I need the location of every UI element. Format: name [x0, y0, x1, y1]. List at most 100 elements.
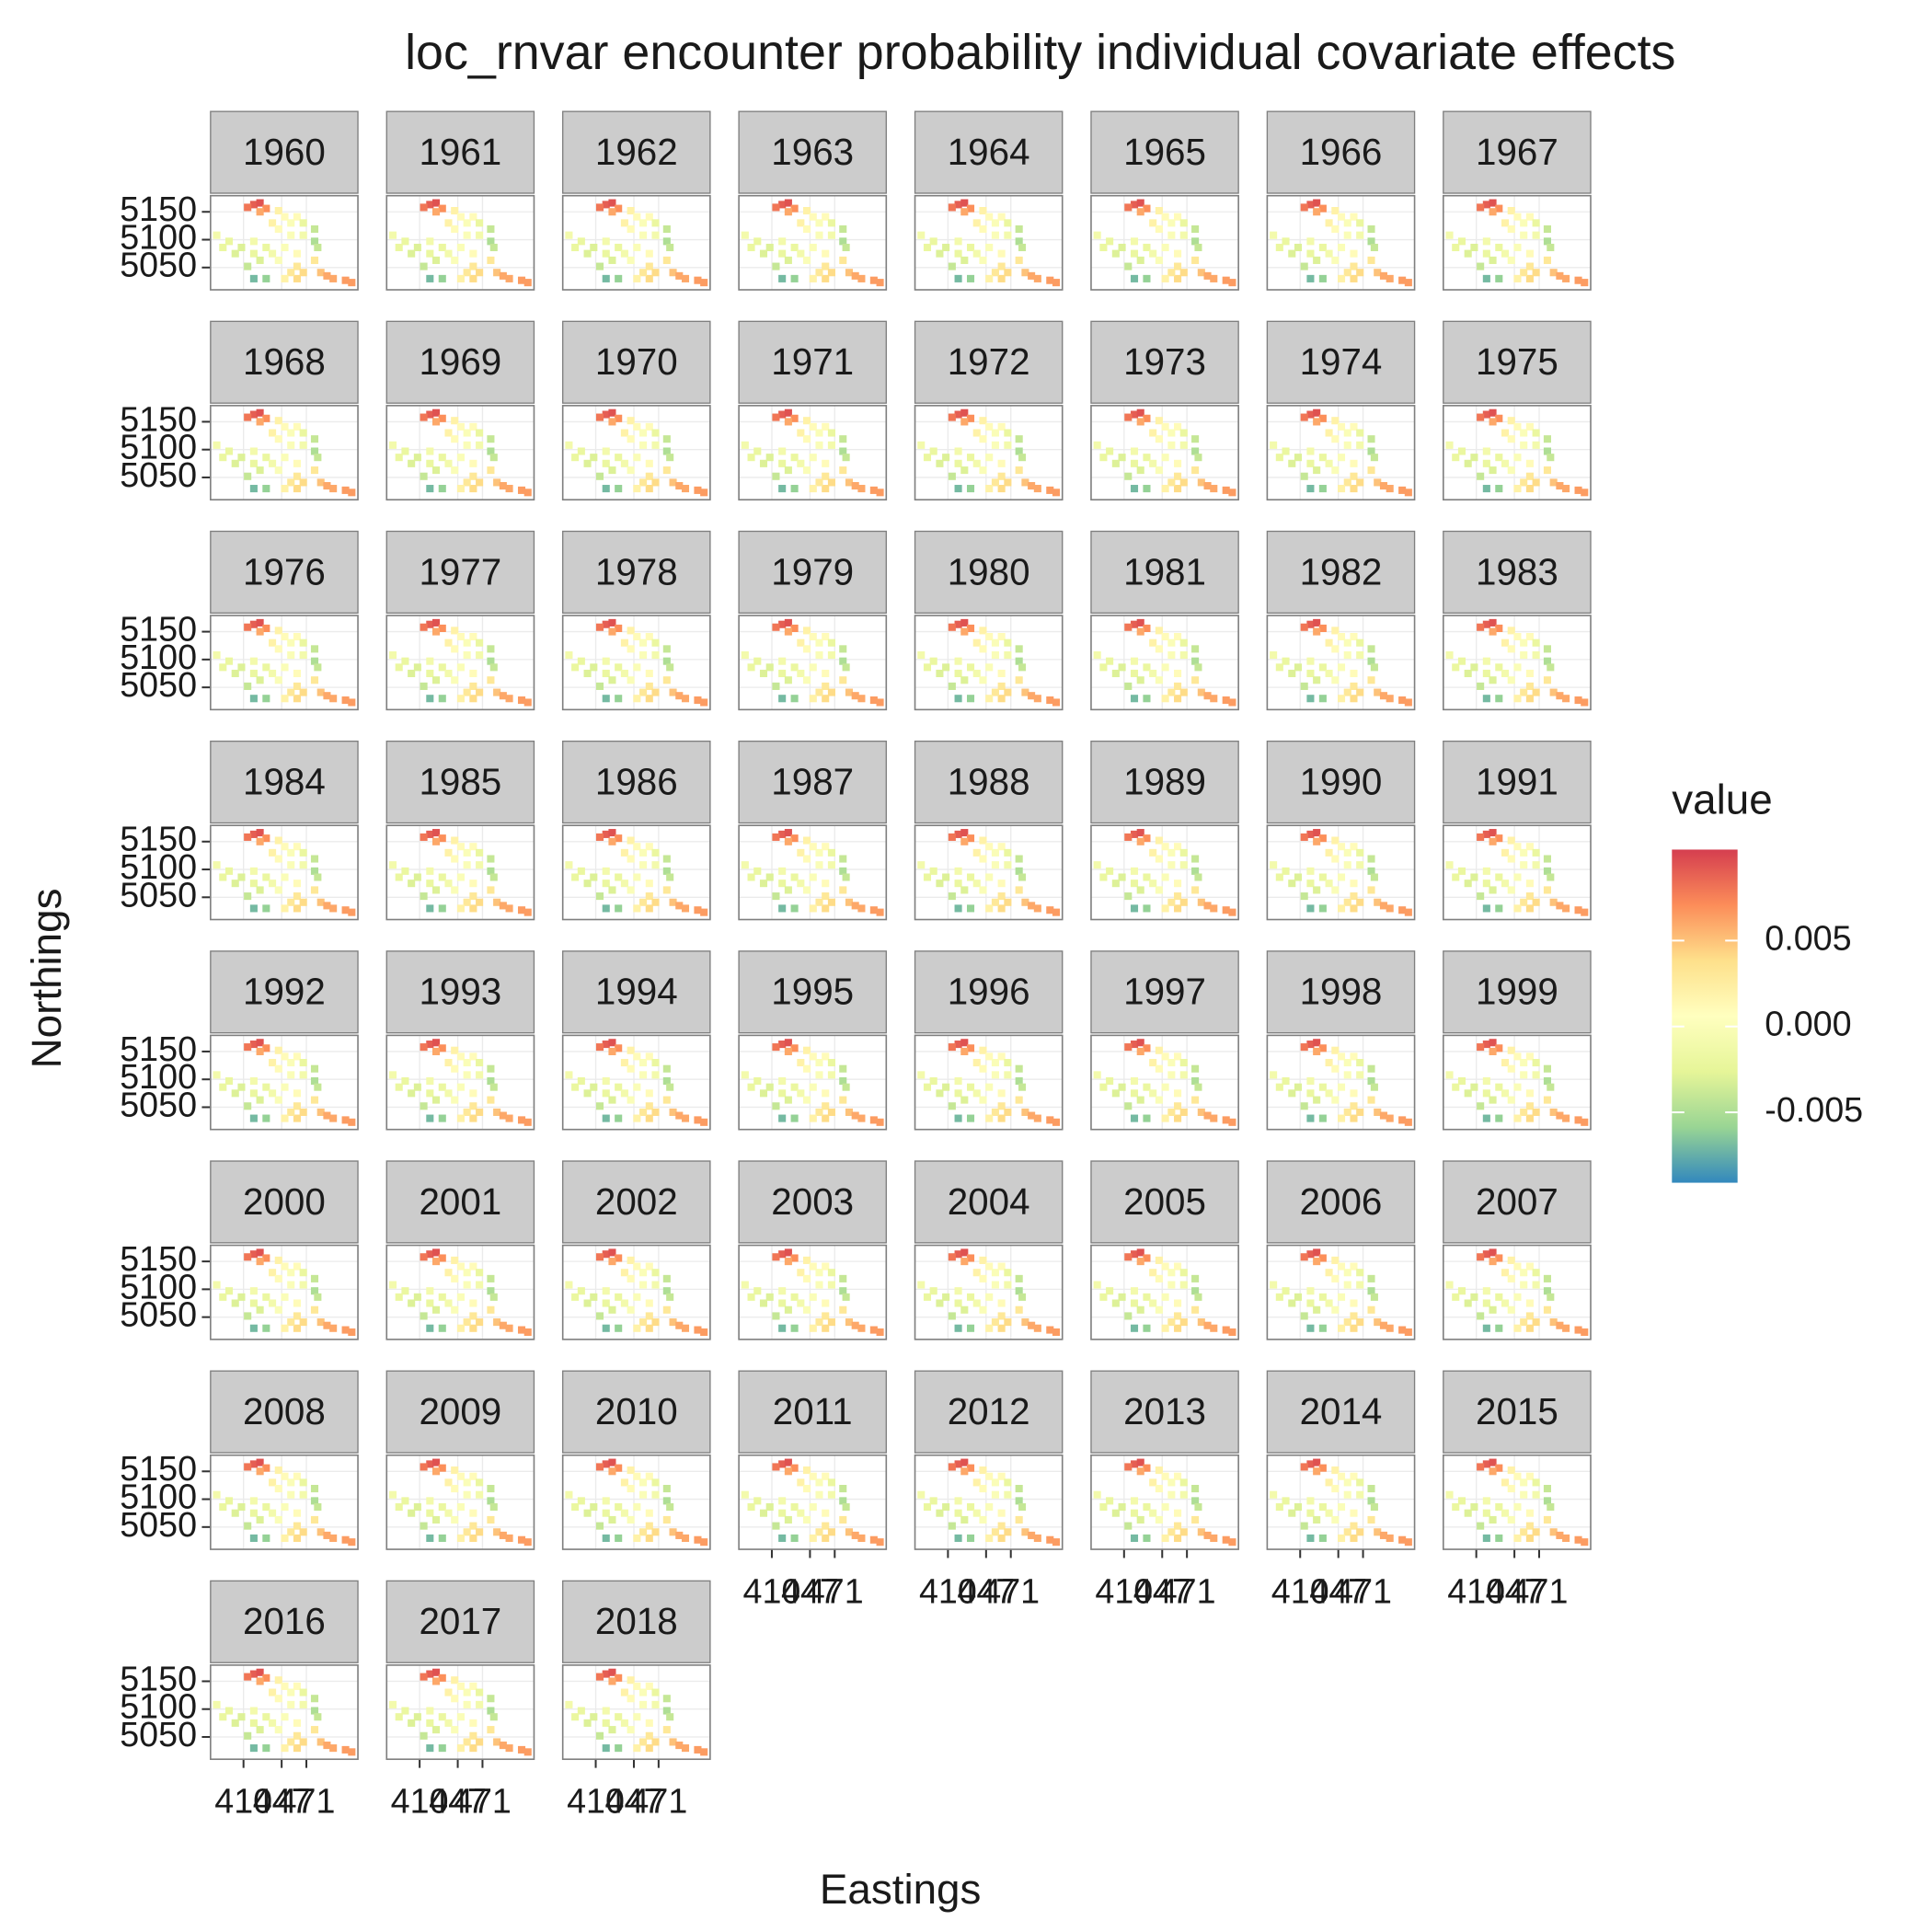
- map-point: [747, 1502, 755, 1512]
- map-point: [1124, 623, 1133, 631]
- map-point: [694, 906, 702, 914]
- map-point: [1300, 262, 1308, 270]
- map-point: [1507, 855, 1515, 863]
- map-point: [1331, 1046, 1340, 1054]
- map-point: [1306, 1089, 1315, 1098]
- map-point: [645, 1472, 653, 1480]
- map-point: [577, 657, 585, 665]
- map-point: [469, 472, 477, 480]
- map-point: [1093, 861, 1101, 869]
- map-point: [1525, 472, 1534, 480]
- map-point: [438, 1324, 446, 1332]
- map-point: [615, 1673, 623, 1682]
- map-point: [1507, 886, 1515, 894]
- map-point: [929, 1287, 937, 1295]
- map-point: [778, 1534, 787, 1542]
- map-point: [1318, 834, 1327, 843]
- map-point: [426, 669, 434, 678]
- map-point: [463, 688, 471, 696]
- x-tick-label: 410: [1095, 1571, 1153, 1610]
- map-point: [432, 886, 441, 894]
- map-point: [1477, 262, 1485, 270]
- map-point: [948, 413, 956, 421]
- map-point: [432, 627, 441, 636]
- map-point: [469, 1682, 477, 1690]
- map-point: [1149, 669, 1157, 678]
- y-tick-label: 5050: [120, 875, 197, 914]
- map-point: [1532, 1478, 1540, 1487]
- map-point: [1525, 1312, 1534, 1320]
- map-point: [997, 1312, 1006, 1320]
- map-point: [1452, 1083, 1460, 1091]
- map-point: [413, 1293, 421, 1301]
- map-point: [772, 472, 780, 480]
- map-point: [608, 1677, 616, 1685]
- map-point: [469, 1102, 477, 1110]
- map-point: [469, 1534, 477, 1542]
- map-point: [694, 276, 702, 284]
- map-point: [857, 1324, 866, 1332]
- map-point: [1398, 906, 1407, 914]
- map-point: [595, 1673, 604, 1681]
- map-point: [1161, 1502, 1169, 1512]
- map-point: [979, 417, 987, 425]
- map-point: [822, 472, 830, 480]
- panel-border: [1266, 615, 1416, 711]
- map-point: [1130, 1497, 1139, 1505]
- map-point: [954, 249, 962, 258]
- map-point: [323, 692, 331, 700]
- map-point: [1124, 472, 1133, 480]
- map-point: [293, 1509, 301, 1517]
- map-point: [839, 867, 847, 875]
- map-point: [463, 848, 471, 857]
- map-point: [1174, 1534, 1182, 1542]
- map-point: [1520, 1478, 1528, 1487]
- map-point: [803, 627, 811, 635]
- map-point: [1179, 429, 1188, 437]
- map-point: [602, 867, 610, 875]
- map-point: [1350, 485, 1358, 493]
- map-point: [1445, 231, 1454, 239]
- map-point: [966, 414, 975, 422]
- map-point: [1370, 454, 1378, 462]
- map-point: [675, 692, 684, 700]
- map-point: [608, 1039, 616, 1047]
- map-point: [997, 1114, 1006, 1122]
- map-point: [590, 1713, 598, 1721]
- map-point: [408, 669, 416, 678]
- map-point: [1581, 908, 1589, 916]
- map-point: [1124, 682, 1133, 690]
- map-point: [1489, 627, 1497, 636]
- map-point: [869, 1326, 878, 1334]
- map-point: [803, 1466, 811, 1475]
- map-point: [1130, 880, 1139, 888]
- map-point: [1222, 1116, 1230, 1124]
- map-point: [1370, 873, 1378, 881]
- map-point: [639, 1281, 648, 1289]
- map-point: [1501, 219, 1510, 227]
- map-point: [329, 274, 338, 282]
- map-point: [269, 219, 277, 227]
- map-point: [310, 224, 319, 234]
- map-point: [1179, 1318, 1188, 1327]
- map-point: [1356, 478, 1364, 487]
- map-point: [293, 1052, 301, 1061]
- map-point: [249, 1534, 258, 1542]
- map-point: [1356, 688, 1364, 696]
- strip: [562, 530, 711, 615]
- map-point: [493, 269, 501, 277]
- map-point: [839, 1064, 847, 1073]
- map-point: [493, 1108, 501, 1116]
- map-point: [1495, 1502, 1503, 1512]
- y-tick-label: 5150: [120, 610, 197, 649]
- map-point: [1477, 1102, 1485, 1110]
- map-point: [1343, 861, 1351, 869]
- map-point: [476, 1738, 484, 1746]
- map-point: [256, 1258, 264, 1266]
- map-point: [1270, 441, 1278, 449]
- map-point: [249, 459, 258, 467]
- map-point: [1174, 1089, 1182, 1098]
- map-point: [1549, 688, 1558, 696]
